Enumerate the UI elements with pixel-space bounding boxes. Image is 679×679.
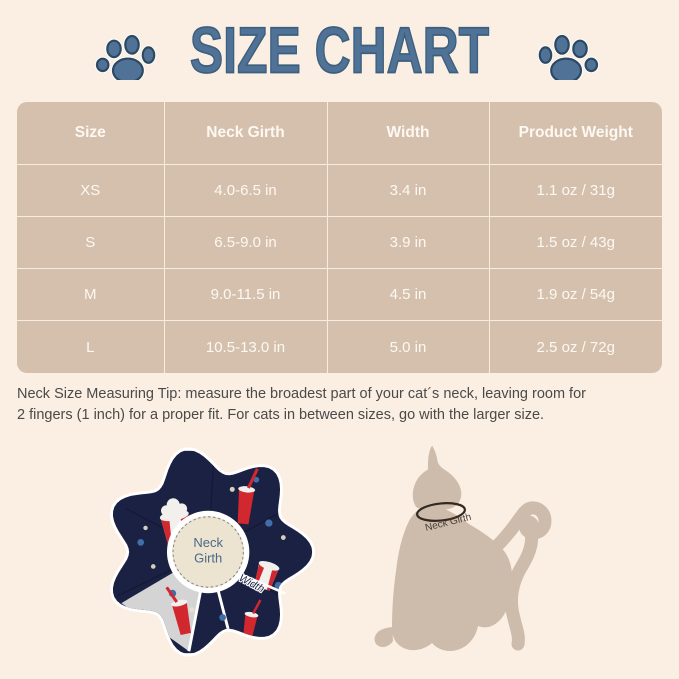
svg-text:Girth: Girth — [194, 551, 222, 566]
svg-text:Neck: Neck — [193, 535, 223, 550]
